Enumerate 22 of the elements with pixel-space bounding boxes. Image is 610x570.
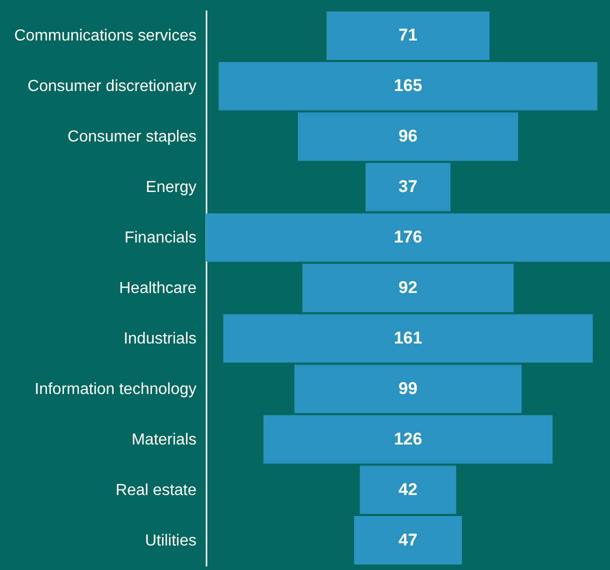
data-label: 99: [398, 378, 418, 398]
data-label: 161: [394, 328, 422, 348]
category-label: Healthcare: [119, 280, 197, 297]
category-label: Financials: [124, 230, 196, 247]
data-label: 71: [398, 26, 418, 45]
data-label: 176: [394, 228, 422, 247]
category-label: Communications services: [14, 28, 196, 45]
category-label: Information technology: [34, 380, 196, 398]
category-label: Industrials: [124, 330, 196, 348]
data-label: 37: [398, 177, 418, 196]
data-label: 126: [394, 429, 422, 448]
data-label: 96: [398, 126, 418, 146]
data-label: 92: [398, 278, 418, 297]
category-label: Materials: [132, 431, 196, 448]
data-label: 42: [398, 480, 418, 499]
category-label: Consumer staples: [68, 128, 196, 146]
data-label: 47: [398, 530, 418, 550]
data-label: 165: [394, 76, 422, 96]
category-label: Consumer discretionary: [28, 78, 196, 96]
category-label: Utilities: [144, 532, 196, 550]
category-label: Real estate: [116, 482, 197, 499]
category-label: Energy: [146, 179, 196, 196]
